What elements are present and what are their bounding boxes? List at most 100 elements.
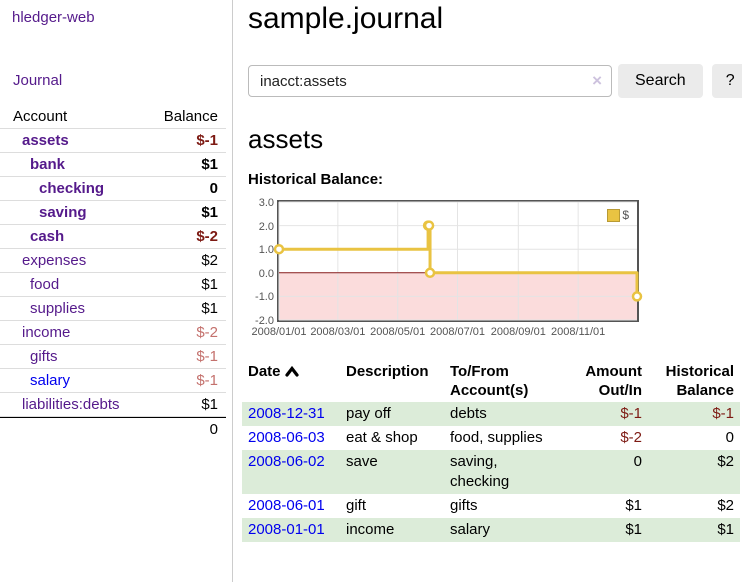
main-content: sample.journal × Search ? assets Histori…: [242, 0, 742, 542]
transaction-accounts: food, supplies: [450, 429, 543, 446]
account-balance: $-2: [196, 324, 218, 341]
y-tick-label: -2.0: [255, 315, 274, 327]
y-tick-label: 0.0: [258, 267, 274, 280]
account-balance: $-1: [196, 372, 218, 389]
sidebar: hledger-web Journal Account Balance asse…: [0, 0, 233, 582]
transaction-amount: $-2: [620, 429, 642, 446]
account-link[interactable]: liabilities:debts: [22, 396, 120, 413]
transaction-row: 2008-12-31 pay off debts $-1 $-1: [242, 402, 740, 426]
transaction-amount: $1: [625, 497, 642, 514]
clear-search-icon[interactable]: ×: [592, 71, 602, 90]
account-balance: $-2: [196, 228, 218, 245]
transaction-balance: 0: [725, 429, 734, 446]
transaction-date-link[interactable]: 2008-06-01: [248, 497, 325, 514]
transaction-row: 2008-06-02 save saving, checking 0 $2: [242, 450, 740, 494]
account-row-checking: checking 0: [0, 177, 226, 201]
transaction-accounts: debts: [450, 405, 487, 422]
transaction-description: save: [346, 453, 378, 470]
transaction-balance: $1: [717, 521, 734, 538]
accounts-total-row: 0: [0, 417, 226, 441]
account-link[interactable]: gifts: [30, 348, 58, 365]
account-row-saving: saving $1: [0, 201, 226, 225]
transaction-balance: $2: [717, 497, 734, 514]
transaction-amount: 0: [633, 453, 642, 470]
x-tick-label: 2008/03/01: [310, 326, 366, 338]
account-balance: $1: [201, 300, 218, 317]
account-balance: $2: [201, 252, 218, 269]
account-link[interactable]: saving: [39, 204, 87, 221]
account-balance: $-1: [196, 132, 218, 149]
account-row-cash: cash $-2: [0, 225, 226, 249]
accounts-total-balance: 0: [209, 421, 218, 438]
balance-column-header: Historical Balance: [665, 363, 734, 399]
search-form: × Search ?: [248, 64, 742, 98]
transaction-row: 2008-06-03 eat & shop food, supplies $-2…: [242, 426, 740, 450]
account-link[interactable]: salary: [30, 372, 71, 389]
balance-column-header: Balance: [163, 108, 218, 125]
x-tick-label: 2008/01/01: [251, 326, 307, 338]
account-row-gifts: gifts $-1: [0, 345, 226, 369]
transaction-description: gift: [346, 497, 367, 514]
account-balance: $-1: [196, 348, 218, 365]
chart-y-axis-labels: 3.0 2.0 1.0 0.0 -1.0 -2.0: [248, 197, 274, 327]
transaction-date-link[interactable]: 2008-06-03: [248, 429, 325, 446]
account-balance: $1: [201, 156, 218, 173]
sidebar-item-journal[interactable]: Journal: [13, 72, 63, 89]
account-link[interactable]: income: [22, 324, 71, 341]
accounts-table-header: Account Balance: [0, 105, 226, 129]
transaction-row: 2008-06-01 gift gifts $1 $2: [242, 494, 740, 518]
account-balance: $1: [201, 396, 218, 413]
x-tick-label: 2008/11/01: [551, 326, 606, 338]
search-button[interactable]: Search: [618, 64, 703, 98]
transaction-date-link[interactable]: 2008-01-01: [248, 521, 325, 538]
transaction-row: 2008-01-01 income salary $1 $1: [242, 518, 740, 542]
search-input[interactable]: [248, 65, 612, 97]
account-row-assets: assets $-1: [0, 129, 226, 153]
transaction-date-link[interactable]: 2008-12-31: [248, 405, 325, 422]
transaction-balance: $-1: [712, 405, 734, 422]
legend-swatch-icon: [607, 208, 621, 222]
transaction-description: eat & shop: [346, 429, 418, 446]
transaction-accounts: gifts: [450, 497, 478, 514]
transaction-accounts: salary: [450, 521, 491, 538]
date-column-header[interactable]: Date: [242, 360, 340, 402]
app-title-link[interactable]: hledger-web: [12, 9, 95, 26]
chart-x-axis-labels: 2008/01/01 2008/03/01 2008/05/01 2008/07/01…: [251, 326, 637, 340]
balance-chart: 3.0 2.0 1.0 0.0 -1.0 -2.0 $ 2008/01/01 2008/03…: [248, 197, 643, 342]
y-tick-label: 1.0: [258, 244, 274, 257]
y-tick-label: -1.0: [255, 291, 274, 304]
account-link[interactable]: supplies: [30, 300, 86, 317]
x-tick-label: 2008/07/01: [429, 326, 486, 338]
transaction-balance: $2: [717, 453, 734, 470]
account-row-bank: bank $1: [0, 153, 226, 177]
transaction-amount: $-1: [620, 405, 642, 422]
accounts-column-header: To/From Account(s): [450, 363, 529, 399]
account-heading: assets: [248, 124, 324, 154]
y-tick-label: 3.0: [258, 197, 274, 209]
account-link[interactable]: assets: [22, 132, 69, 149]
x-tick-label: 2008/09/01: [490, 326, 546, 338]
account-balance: 0: [209, 180, 218, 197]
accounts-table: Account Balance assets $-1 bank $1 check…: [0, 105, 226, 441]
balance-chart-plot: $: [273, 200, 643, 322]
legend-label: $: [622, 208, 629, 222]
transaction-description: income: [346, 521, 395, 538]
account-link[interactable]: bank: [30, 156, 66, 173]
account-link[interactable]: cash: [30, 228, 65, 245]
account-link[interactable]: checking: [39, 180, 105, 197]
account-balance: $1: [201, 204, 218, 221]
help-button[interactable]: ?: [711, 64, 742, 98]
account-link[interactable]: food: [30, 276, 60, 293]
account-link[interactable]: expenses: [22, 252, 87, 269]
transaction-description: pay off: [346, 405, 391, 422]
search-box: ×: [248, 65, 612, 97]
x-tick-label: 2008/05/01: [370, 326, 426, 338]
page-title: sample.journal: [248, 2, 444, 35]
account-row-food: food $1: [0, 273, 226, 297]
transaction-date-link[interactable]: 2008-06-02: [248, 453, 325, 470]
transactions-header-row: Date Description To/From Account(s) Amou…: [242, 360, 740, 402]
account-row-income: income $-2: [0, 321, 226, 345]
account-balance: $1: [201, 276, 218, 293]
sort-ascending-icon: [284, 365, 299, 377]
